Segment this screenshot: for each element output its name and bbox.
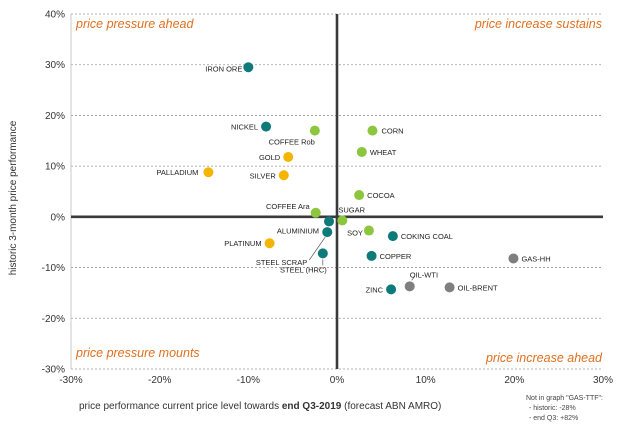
x-tick-label: 20% (504, 375, 524, 386)
point-coffee-rob (309, 125, 320, 136)
x-tick-label: 30% (593, 375, 613, 386)
point-palladium (203, 167, 214, 178)
quadrant-label-top-left: price pressure ahead (75, 17, 194, 31)
point-nickel (261, 121, 272, 132)
x-axis-title-part-3: (forecast ABN AMRO) (341, 401, 441, 412)
leader-line-steel-scrap (308, 236, 326, 261)
point-label-oil-brent: OIL-BRENT (458, 283, 498, 292)
point-silver (278, 170, 289, 181)
point-cocoa (354, 190, 365, 201)
point-label-sugar: SUGAR (338, 205, 365, 214)
point-label-steel-hrc: STEEL (HRC) (280, 265, 327, 274)
point-oil-brent (444, 282, 455, 293)
point-label-coffee-ara: COFFEE Ara (266, 202, 311, 211)
x-axis-title-part-1: price performance current price level to… (79, 401, 282, 412)
point-steel-hrc (317, 248, 328, 259)
point-gas-hh (508, 253, 519, 264)
x-axis-title: price performance current price level to… (79, 401, 441, 412)
point-label-cocoa: COCOA (367, 191, 395, 200)
note-line-3: - end Q3: +82% (529, 415, 578, 422)
point-label-wheat: WHEAT (370, 148, 397, 157)
note-line-1: Not in graph "GAS-TTF": (526, 395, 603, 402)
point-labels: IRON ORE NICKEL COFFEE Rob CORN WHEAT GOLD PAL… (156, 64, 550, 294)
x-tick-label: -30% (59, 375, 82, 386)
point-oil-wti (404, 281, 415, 292)
y-tick-label: 30% (45, 60, 65, 71)
x-tick-label: -10% (237, 375, 260, 386)
leader-lines (308, 236, 415, 281)
point-label-oil-wti: OIL-WTI (410, 270, 438, 279)
point-wheat (356, 146, 367, 157)
leader-line-oil-wti (411, 276, 415, 281)
x-tick-label: -20% (148, 375, 171, 386)
x-tick-label: 10% (416, 375, 436, 386)
point-corn (367, 125, 378, 136)
x-axis-title-part-2: end Q3-2019 (282, 401, 342, 412)
point-label-corn: CORN (381, 127, 403, 136)
y-tick-label: 20% (45, 111, 65, 122)
point-zinc (386, 284, 397, 295)
point-label-aluminium: ALUMINIUM (277, 226, 319, 235)
y-tick-label: 40% (45, 10, 65, 21)
point-label-copper: COPPER (380, 252, 412, 261)
quadrant-labels: price pressure ahead price increase sust… (75, 17, 603, 365)
y-tick-label: 0% (51, 212, 66, 223)
y-tick-label: -20% (42, 314, 65, 325)
point-gold (283, 152, 294, 163)
point-sugar (337, 215, 348, 226)
x-tick-labels: -30% -20% -10% 0% 10% 20% 30% (59, 375, 613, 386)
point-label-palladium: PALLADIUM (156, 168, 198, 177)
point-label-soy: SOY (347, 229, 363, 238)
point-label-silver: SILVER (250, 171, 277, 180)
point-label-gold: GOLD (259, 153, 281, 162)
point-label-platinum: PLATINUM (224, 239, 261, 248)
y-tick-label: -30% (42, 365, 65, 376)
point-copper (366, 250, 377, 261)
point-coking-coal (387, 231, 398, 242)
point-coffee-ara (310, 207, 321, 218)
point-label-zinc: ZINC (366, 285, 384, 294)
y-tick-label: 10% (45, 162, 65, 173)
point-label-coffee-rob: COFFEE Rob (269, 138, 315, 147)
note-line-2: - historic: -28% (529, 405, 576, 412)
data-points (203, 62, 519, 295)
point-label-steel-scrap: STEEL SCRAP (256, 258, 307, 267)
y-tick-label: -10% (42, 263, 65, 274)
point-platinum (264, 238, 275, 249)
point-label-gas-hh: GAS-HH (521, 254, 550, 263)
y-axis-title: historic 3-month price performance (8, 120, 19, 275)
point-label-coking-coal: COKING COAL (401, 232, 453, 241)
point-label-nickel: NICKEL (231, 123, 258, 132)
point-steel-scrap (322, 227, 333, 238)
quadrant-label-bottom-left: price pressure mounts (75, 346, 200, 360)
quadrant-label-bottom-right: price increase ahead (485, 351, 603, 365)
point-label-iron-ore: IRON ORE (205, 64, 242, 73)
point-aluminium (324, 216, 335, 227)
x-tick-label: 0% (330, 375, 345, 386)
point-soy (363, 225, 374, 236)
point-iron-ore (243, 62, 254, 73)
axes (70, 14, 603, 369)
y-tick-labels: -30% -20% -10% 0% 10% 20% 30% 40% (42, 10, 65, 376)
quadrant-label-top-right: price increase sustains (474, 17, 602, 31)
